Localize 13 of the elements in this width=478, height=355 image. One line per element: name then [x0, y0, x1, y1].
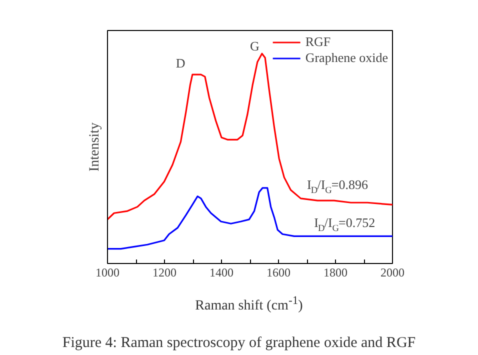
y-axis-title: Intensity — [88, 122, 102, 172]
legend-label: Graphene oxide — [305, 50, 388, 66]
x-tick-label: 2000 — [380, 266, 404, 280]
legend-label: RGF — [305, 34, 331, 50]
x-tick-label: 1800 — [324, 266, 348, 280]
caption: Figure 4: Raman spectroscopy of graphene oxide and RGF — [61, 334, 417, 353]
x-tick-label: 1400 — [210, 266, 234, 280]
text: G — [250, 38, 260, 54]
annotation: D — [176, 55, 186, 70]
x-axis-title: Raman shift (cm$^{-1}$) — [194, 293, 304, 316]
x-tick-label: 1600 — [266, 266, 290, 280]
x-tick-label: 1000 — [96, 266, 120, 280]
x-tick-label: 1200 — [152, 266, 176, 280]
